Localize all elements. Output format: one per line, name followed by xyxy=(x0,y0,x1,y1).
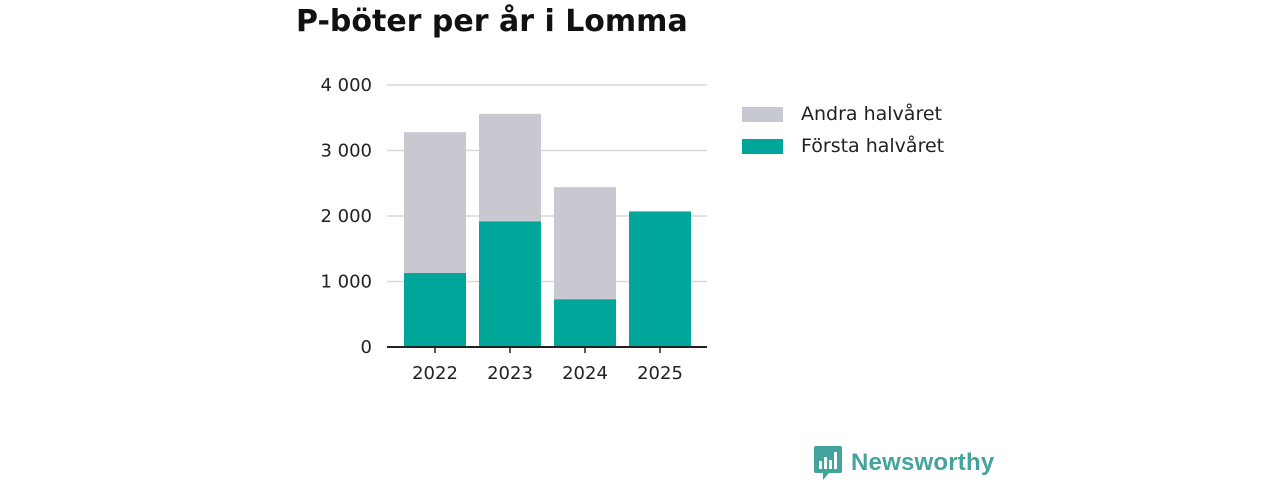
axes xyxy=(387,346,707,353)
y-tick-label-0: 0 xyxy=(361,337,372,358)
x-tick-label-2025: 2025 xyxy=(637,363,683,384)
bar-chart-speech-bubble-icon xyxy=(814,446,842,480)
legend-item-andra-halvaret: Andra halvåret xyxy=(742,98,944,130)
legend-label-andra-halvaret: Andra halvåret xyxy=(801,103,942,125)
y-tick-label-2000: 2 000 xyxy=(320,206,372,227)
legend-swatch-andra-halvaret xyxy=(742,106,783,122)
brand: Newsworthy xyxy=(814,446,994,480)
x-tick-label-2024: 2024 xyxy=(562,363,608,384)
brand-name: Newsworthy xyxy=(851,449,995,476)
legend-swatch-forsta-halvaret xyxy=(742,138,783,154)
bar-2024-forsta-halvaret xyxy=(554,299,616,347)
bars xyxy=(404,113,691,347)
y-tick-label-4000: 4 000 xyxy=(320,75,372,96)
legend: Andra halvåret Första halvåret xyxy=(742,98,944,162)
chart-title: P-böter per år i Lomma xyxy=(296,4,688,39)
bar-2023-andra-halvaret xyxy=(479,113,541,222)
legend-label-forsta-halvaret: Första halvåret xyxy=(801,135,945,157)
bar-2022-forsta-halvaret xyxy=(404,272,466,347)
y-tick-label-1000: 1 000 xyxy=(320,272,372,293)
bar-2025-forsta-halvaret xyxy=(629,211,691,347)
y-tick-label-3000: 3 000 xyxy=(320,141,372,162)
bar-2023-forsta-halvaret xyxy=(479,221,541,347)
x-tick-label-2023: 2023 xyxy=(487,363,533,384)
tick-labels: 0 1 000 2 000 3 000 4 000 2022 2023 2024 2025 xyxy=(320,75,682,384)
bar-2024-andra-halvaret xyxy=(554,187,616,300)
bar-2022-andra-halvaret xyxy=(404,132,466,273)
legend-item-forsta-halvaret: Första halvåret xyxy=(742,130,944,162)
x-tick-label-2022: 2022 xyxy=(412,363,458,384)
